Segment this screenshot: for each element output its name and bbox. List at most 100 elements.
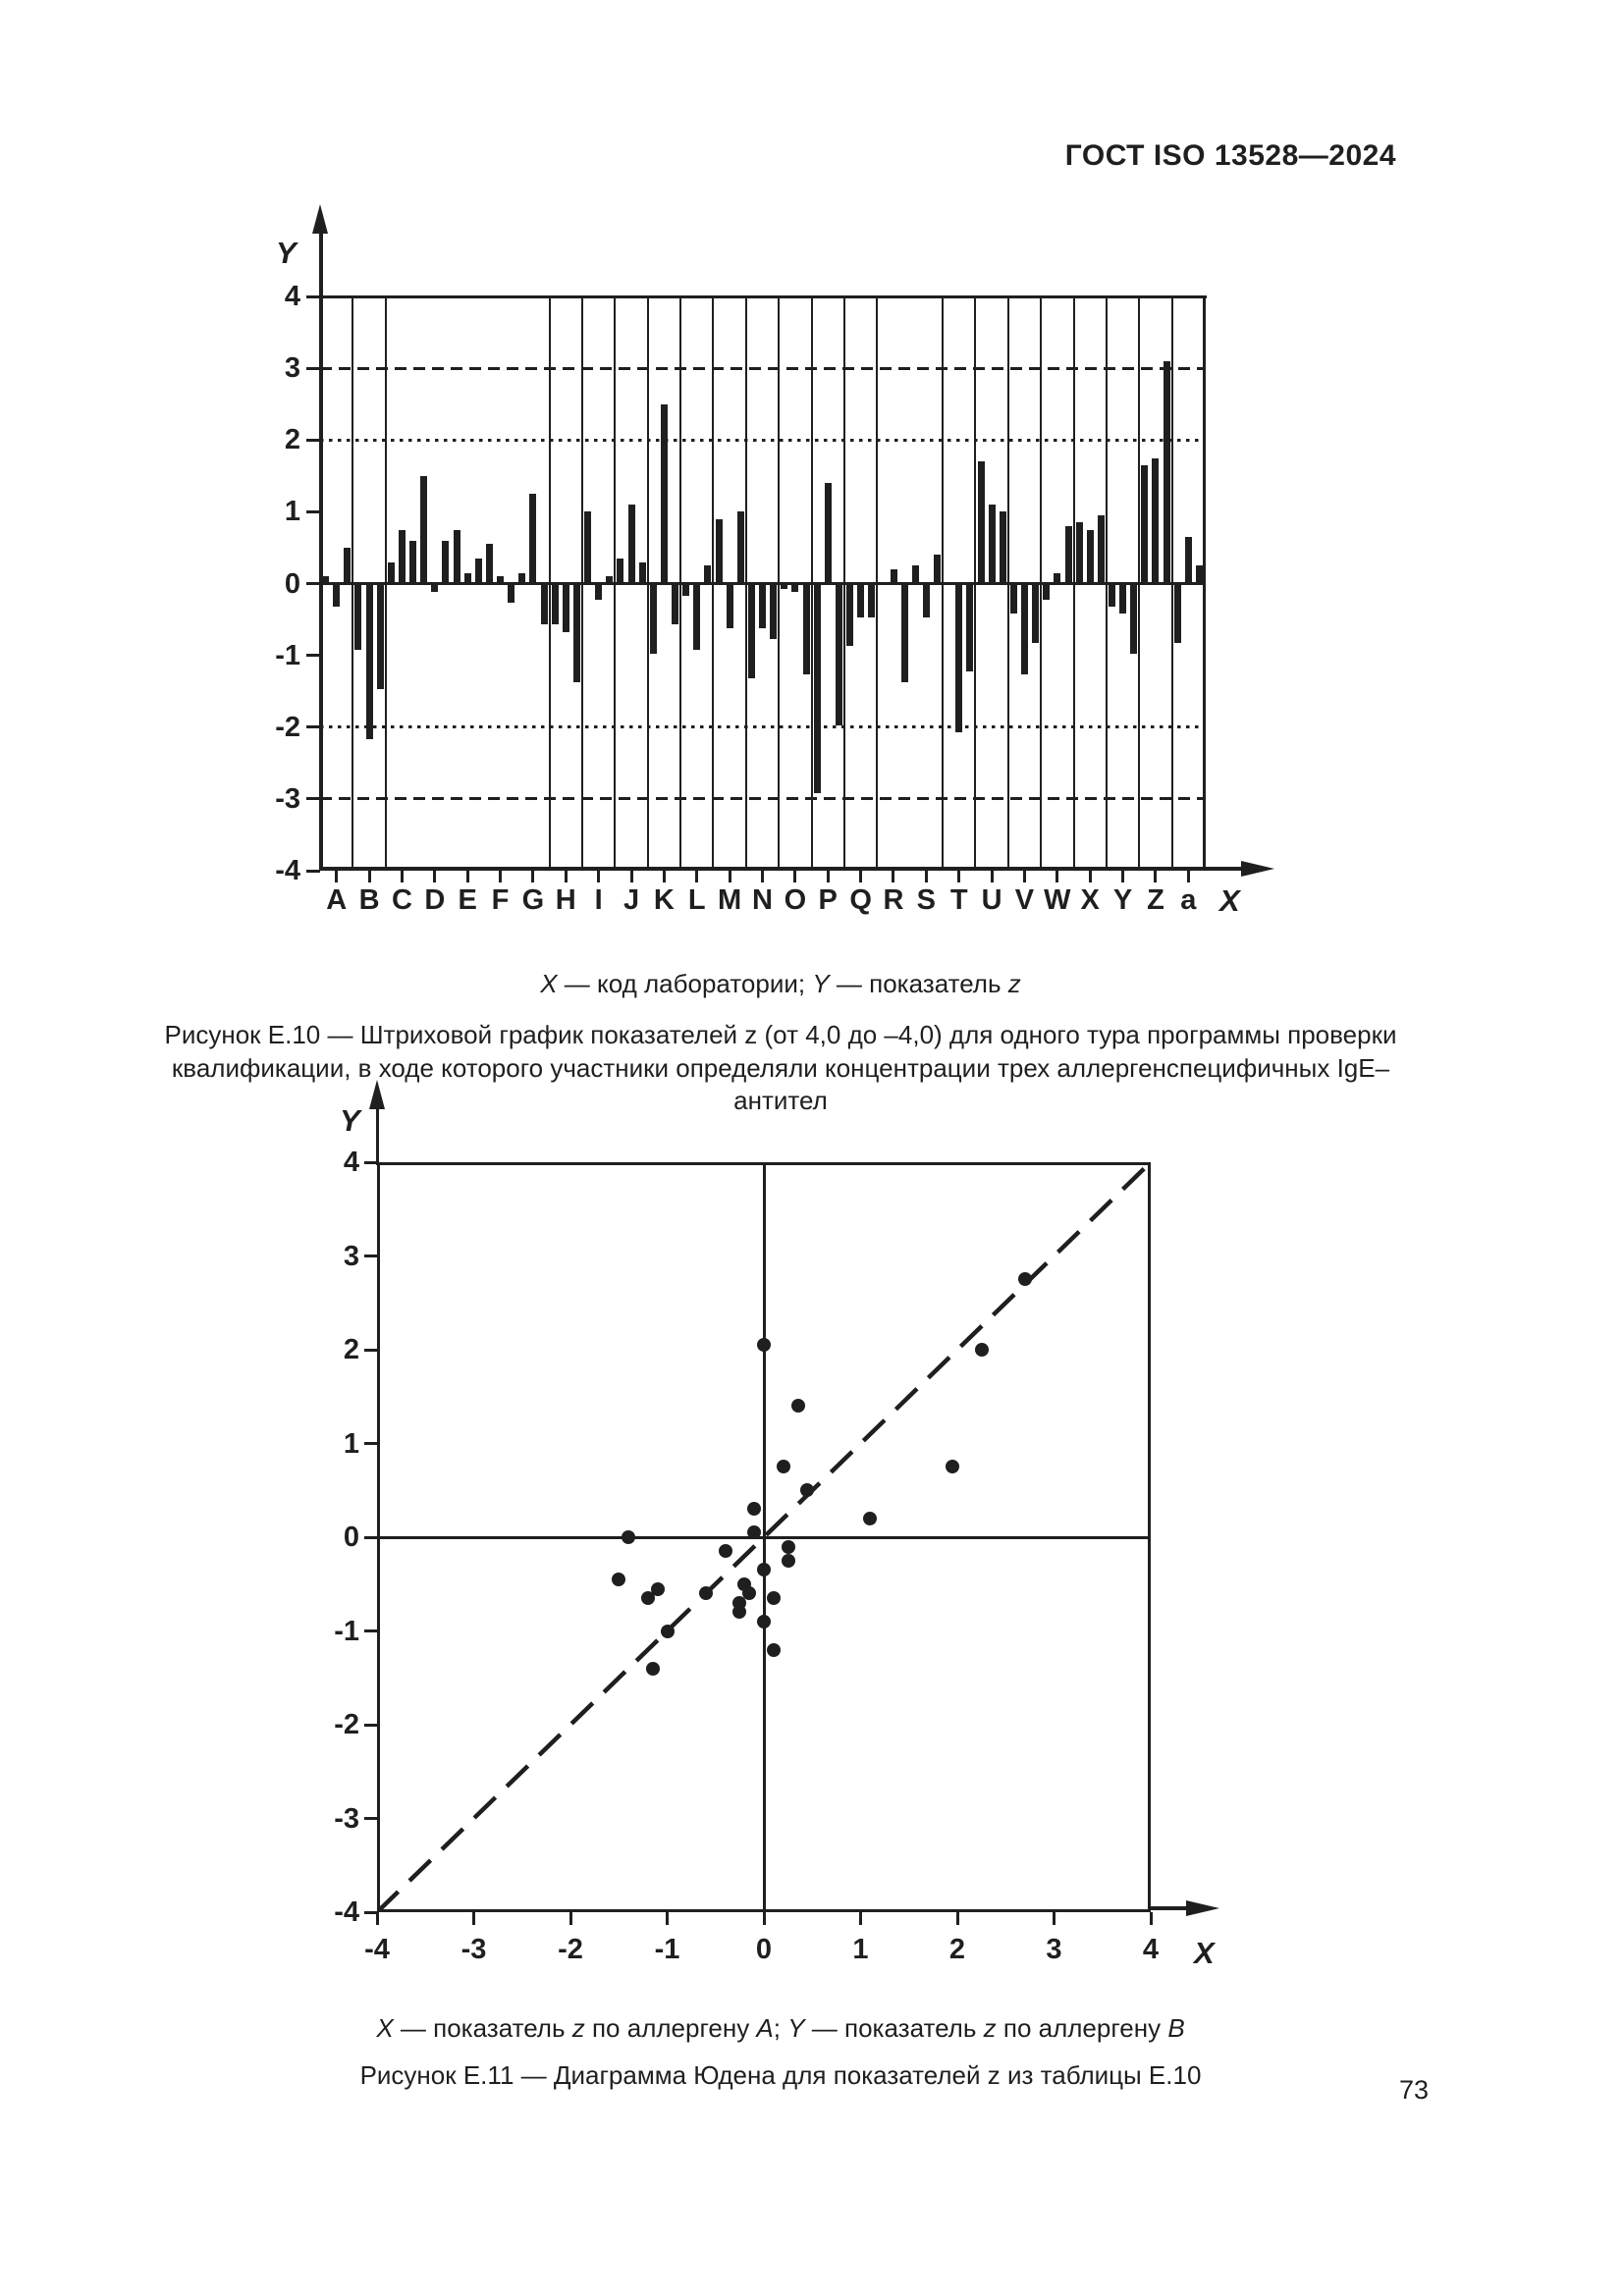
- bar: [453, 529, 460, 584]
- scatter-point: [612, 1573, 626, 1586]
- x-axis-tick: [859, 1912, 862, 1925]
- x-axis-tick: [892, 871, 895, 882]
- y-axis-tick: [306, 654, 320, 658]
- bar: [999, 511, 1006, 584]
- y-axis-tick: [306, 509, 320, 513]
- group-separator: [712, 296, 715, 871]
- caption-segment: X: [376, 2013, 394, 2043]
- caption-segment: Y: [812, 969, 830, 998]
- x-category-label: a: [1180, 884, 1197, 916]
- bar: [572, 585, 580, 682]
- bar: [551, 585, 559, 625]
- y-axis-tick: [306, 438, 320, 442]
- bar: [955, 585, 963, 732]
- reference-line-plus2: [320, 438, 1205, 442]
- figure-e11-caption: Рисунок Е.11 — Диаграмма Юдена для показ…: [359, 2060, 1202, 2090]
- x-axis-tick: [859, 871, 863, 882]
- x-axis-tick: [335, 871, 339, 882]
- y-axis-tick-label: 1: [343, 1427, 359, 1460]
- scatter-point: [757, 1614, 771, 1629]
- y-axis-tick: [364, 1255, 377, 1257]
- y-axis-tick-label: 1: [284, 496, 300, 528]
- y-axis-tick: [306, 294, 320, 298]
- y-axis-tick: [364, 1817, 377, 1820]
- scatter-x-axis-label: X: [1194, 1936, 1215, 1970]
- caption-segment: X: [540, 969, 558, 998]
- bar: [627, 505, 635, 584]
- scatter-x-axis: [1149, 1906, 1190, 1910]
- y-axis-tick-label: -2: [275, 711, 300, 743]
- bar: [376, 585, 384, 689]
- y-axis-tick: [364, 1535, 377, 1539]
- figure-e11-axis-note: X — показатель z по аллергену A; Y — пок…: [162, 2012, 1399, 2044]
- bar: [365, 585, 373, 740]
- group-separator: [646, 296, 649, 871]
- scatter-point: [718, 1544, 732, 1559]
- group-separator: [842, 296, 845, 871]
- bar: [747, 585, 755, 679]
- figure-e10-caption-line2: квалификации, в ходе которого участники …: [171, 1053, 1390, 1115]
- x-axis-tick: [1149, 1912, 1153, 1925]
- y-axis-tick: [306, 869, 320, 873]
- bar: [672, 585, 678, 625]
- y-axis-tick-label: 2: [284, 424, 300, 456]
- bar-x-axis-arrow-icon: [1241, 861, 1274, 877]
- bar: [508, 585, 515, 604]
- x-axis-tick-label: 1: [852, 1934, 869, 1965]
- x-category-label: G: [521, 884, 545, 916]
- bar: [474, 558, 482, 584]
- bar: [922, 585, 930, 617]
- bar: [1163, 360, 1170, 584]
- bar: [1043, 585, 1051, 600]
- scatter-point: [863, 1511, 878, 1525]
- bar: [497, 576, 504, 584]
- page-number: 73: [1398, 2075, 1430, 2105]
- scatter-point: [640, 1591, 655, 1606]
- x-axis-tick: [826, 871, 830, 882]
- group-separator: [614, 296, 617, 871]
- x-axis-tick: [433, 871, 437, 882]
- bar: [398, 529, 406, 584]
- x-axis-tick: [728, 871, 731, 882]
- group-separator: [1072, 296, 1075, 871]
- bar: [660, 403, 668, 584]
- bar-y-axis: [319, 234, 323, 871]
- reference-line-plus3: [320, 366, 1205, 370]
- y-axis-tick-label: 0: [343, 1522, 359, 1553]
- caption-segment: по аллергену: [584, 2013, 757, 2043]
- x-category-label: O: [784, 884, 807, 916]
- scatter-point: [1018, 1272, 1032, 1287]
- bar: [1064, 526, 1072, 584]
- x-axis-tick-label: 0: [755, 1934, 773, 1965]
- x-axis-tick: [1022, 871, 1026, 882]
- x-axis-tick: [666, 1912, 669, 1925]
- x-category-label: X: [1080, 884, 1100, 916]
- bar-x-axis: [320, 867, 1249, 871]
- caption-segment: Y: [787, 2013, 805, 2043]
- bar: [911, 565, 919, 584]
- x-axis-tick: [629, 871, 633, 882]
- scatter-point: [766, 1591, 781, 1606]
- zero-line: [320, 582, 1205, 585]
- page-header: ГОСТ ISO 13528—2024: [1064, 139, 1396, 172]
- bar: [736, 511, 744, 584]
- bar: [868, 585, 876, 617]
- bar: [1009, 585, 1017, 614]
- bar: [1173, 585, 1181, 643]
- group-separator: [974, 296, 977, 871]
- x-axis-tick: [597, 871, 601, 882]
- youden-scatter-chart: Y X -4 -3 -2 -1 0 1 2 3 4 4 3 2 1 0 -1 -2 -3 -4: [334, 1080, 1219, 1970]
- x-axis-tick: [793, 871, 797, 882]
- bar: [638, 561, 646, 584]
- x-axis-tick: [762, 1912, 766, 1925]
- group-separator: [1138, 296, 1141, 871]
- figure-e10-axis-note: X — код лаборатории; Y — показатель z: [162, 968, 1399, 999]
- x-axis-tick: [375, 1912, 379, 1925]
- bar: [431, 585, 439, 593]
- caption-segment: по аллергену: [996, 2013, 1168, 2043]
- bar: [1086, 529, 1094, 584]
- bar: [857, 585, 865, 617]
- scatter-point: [698, 1586, 713, 1601]
- scatter-point: [747, 1525, 762, 1540]
- y-axis-tick-label: -3: [334, 1802, 359, 1835]
